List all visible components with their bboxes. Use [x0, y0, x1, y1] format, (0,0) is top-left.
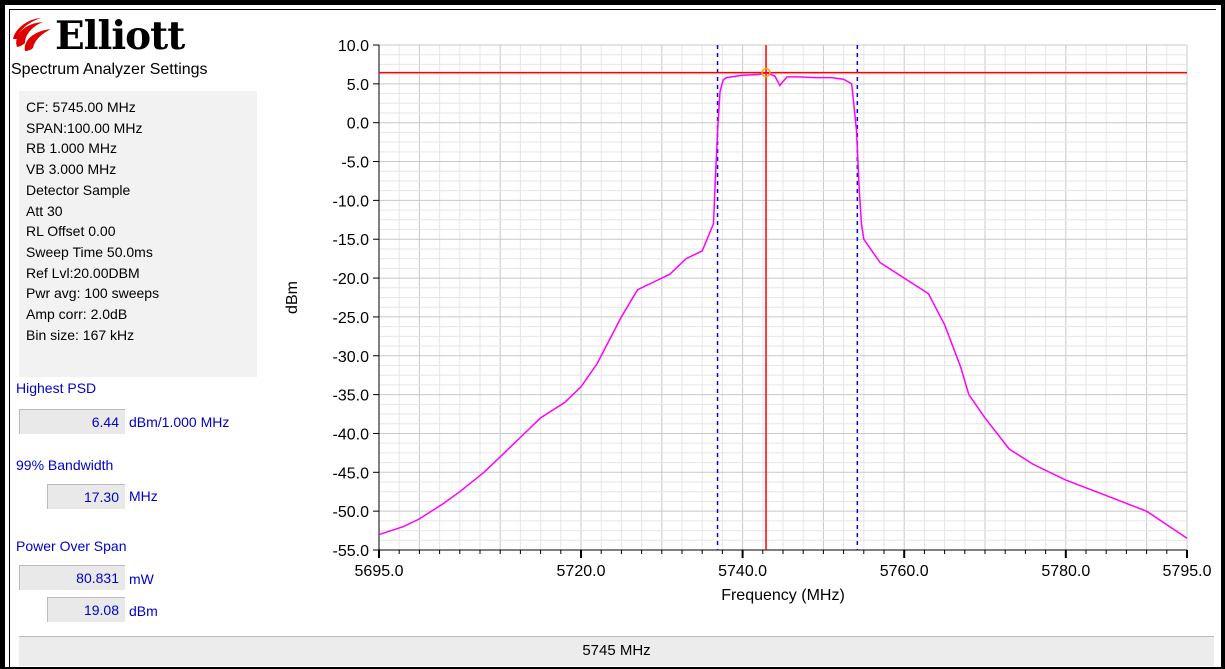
y-axis-title: dBm	[285, 281, 301, 314]
highest-psd-value: 6.44	[19, 409, 125, 434]
x-tick-label: 5780.0	[1041, 563, 1090, 580]
y-tick-label: 5.0	[347, 77, 369, 94]
setting-power-avg: Pwr avg: 100 sweeps	[26, 285, 160, 302]
power-mw-value: 80.831	[19, 565, 125, 590]
status-frequency: 5745 MHz	[582, 642, 651, 659]
y-tick-label: -15.0	[333, 232, 370, 249]
x-tick-label: 5695.0	[355, 563, 404, 580]
setting-rbw: RB 1.000 MHz	[26, 140, 118, 157]
setting-span: SPAN:100.00 MHz	[26, 119, 143, 136]
y-tick-label: -30.0	[333, 349, 370, 366]
spectrum-chart: 10.0 5.0 0.0 -5.0 -10.0 -15.0 -20.0 -25.0 -30.0 -…	[285, 38, 1212, 604]
x-tick-label: 5720.0	[557, 563, 606, 580]
y-tick-label: -25.0	[333, 310, 370, 327]
bandwidth-99-unit: MHz	[129, 488, 158, 504]
power-mw-unit: mW	[129, 571, 154, 587]
setting-cf: CF: 5745.00 MHz	[26, 99, 136, 115]
y-tick-label: 10.0	[338, 38, 369, 55]
setting-rl-offset: RL Offset 0.00	[26, 223, 116, 240]
y-tick-label: -10.0	[333, 193, 370, 210]
y-tick-label: -5.0	[341, 155, 369, 172]
x-tick-label: 5760.0	[880, 563, 929, 580]
settings-list: CF: 5745.00 MHz SPAN:100.00 MHz RB 1.000…	[19, 91, 257, 377]
brand-logo: Elliott	[11, 13, 211, 59]
highest-psd-label: Highest PSD	[16, 380, 97, 396]
settings-title: Spectrum Analyzer Settings	[11, 61, 208, 78]
bandwidth-99-value: 17.30	[47, 484, 125, 509]
power-dbm-value: 19.08	[47, 597, 125, 622]
setting-sweep-time: Sweep Time 50.0ms	[26, 243, 153, 260]
peak-marker	[761, 67, 771, 78]
setting-bin-size: Bin size: 167 kHz	[26, 326, 135, 343]
setting-amp-corr: Amp corr: 2.0dB	[26, 306, 128, 323]
y-tick-label: -20.0	[333, 271, 370, 288]
bandwidth-99-label: 99% Bandwidth	[16, 457, 114, 473]
status-bar: 5745 MHz	[19, 636, 1214, 666]
y-tick-label: -50.0	[333, 504, 370, 521]
setting-vbw: VB 3.000 MHz	[26, 161, 117, 178]
x-tick-label: 5740.0	[718, 563, 767, 580]
y-tick-label: -35.0	[333, 388, 370, 405]
logo-wordmark: Elliott	[55, 13, 185, 59]
y-tick-label: -40.0	[333, 426, 370, 443]
x-axis-title: Frequency (MHz)	[721, 587, 845, 604]
y-tick-label: -55.0	[333, 543, 370, 560]
logo-swirl-icon	[13, 18, 51, 51]
setting-ref-level: Ref Lvl:20.00DBM	[26, 264, 140, 281]
highest-psd-unit: dBm/1.000 MHz	[129, 414, 230, 430]
y-tick-label: -45.0	[333, 465, 370, 482]
spectrum-trace	[378, 71, 1188, 539]
main-panel	[9, 9, 1216, 667]
power-over-span-label: Power Over Span	[16, 538, 127, 554]
x-tick-label: 5795.0	[1163, 563, 1212, 580]
y-tick-label: 0.0	[347, 116, 369, 133]
setting-detector: Detector Sample	[26, 181, 131, 198]
setting-attenuation: Att 30	[26, 202, 63, 219]
power-dbm-unit: dBm	[129, 603, 158, 619]
